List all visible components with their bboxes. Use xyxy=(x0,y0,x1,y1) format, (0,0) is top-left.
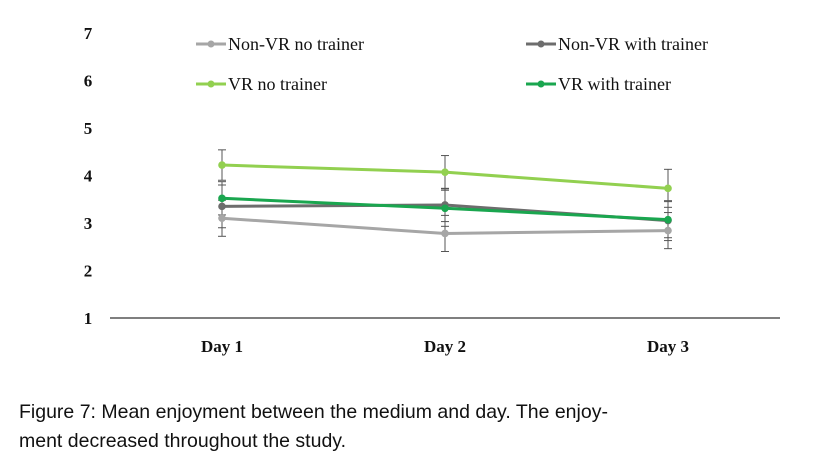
data-point-vr-no-trainer xyxy=(664,184,672,193)
data-point-non-vr-with-trainer xyxy=(218,202,226,211)
legend-swatch-marker xyxy=(207,80,215,88)
caption-line-1: Figure 7: Mean enjoyment between the med… xyxy=(19,401,608,423)
legend-swatch-marker xyxy=(207,40,215,48)
x-tick-label: Day 2 xyxy=(424,337,466,356)
caption-line-2: ment decreased throughout the study. xyxy=(19,430,347,452)
data-point-non-vr-no-trainer xyxy=(441,229,449,238)
legend-label: Non-VR with trainer xyxy=(558,34,708,54)
data-point-non-vr-no-trainer xyxy=(664,226,672,235)
figure-caption: Figure 7: Mean enjoyment between the med… xyxy=(19,398,809,456)
legend-label: Non-VR no trainer xyxy=(228,34,364,54)
data-point-vr-no-trainer xyxy=(218,161,226,169)
data-point-vr-with-trainer xyxy=(218,194,226,203)
y-tick-label: 4 xyxy=(84,167,93,186)
y-tick-label: 5 xyxy=(84,119,93,138)
data-point-vr-with-trainer xyxy=(664,215,672,224)
x-tick-label: Day 3 xyxy=(647,337,689,356)
y-tick-label: 2 xyxy=(84,262,93,281)
data-point-vr-with-trainer xyxy=(441,204,449,213)
legend-swatch-marker xyxy=(537,40,545,48)
data-point-vr-no-trainer xyxy=(441,168,449,176)
x-tick-label: Day 1 xyxy=(201,337,243,356)
y-tick-label: 1 xyxy=(84,309,93,328)
line-chart: 1 2 3 4 5 6 7 Day 1 Day 2 Day 3 Non-VR no trainer N… xyxy=(84,24,780,356)
legend-label: VR no trainer xyxy=(228,74,327,94)
legend-label: VR with trainer xyxy=(558,74,671,94)
y-tick-label: 6 xyxy=(84,72,93,91)
legend-swatch-marker xyxy=(537,80,545,88)
y-tick-label: 3 xyxy=(84,214,93,233)
data-point-non-vr-no-trainer xyxy=(218,214,226,223)
y-tick-label: 7 xyxy=(84,24,93,43)
